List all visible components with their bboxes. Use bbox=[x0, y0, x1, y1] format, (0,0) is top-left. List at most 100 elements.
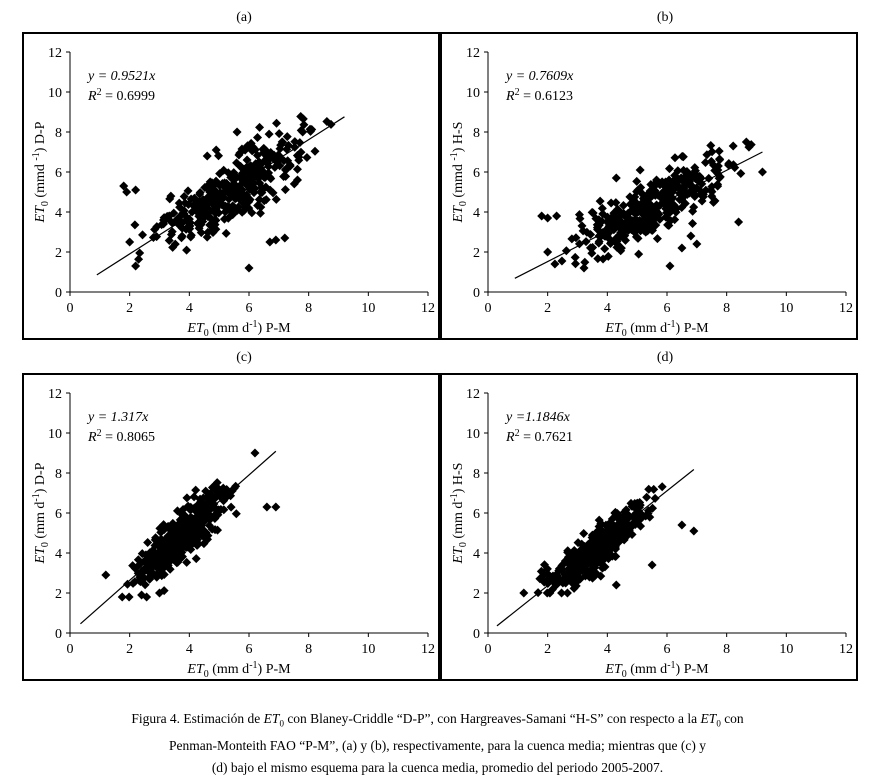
data-point bbox=[256, 187, 266, 197]
data-point bbox=[232, 127, 242, 137]
data-point bbox=[135, 248, 145, 258]
data-point bbox=[623, 225, 633, 235]
data-point bbox=[137, 566, 147, 576]
x-tick-label: 4 bbox=[186, 301, 193, 316]
data-point bbox=[207, 214, 217, 224]
data-point bbox=[182, 557, 192, 567]
x-tick-label: 0 bbox=[67, 642, 74, 657]
data-point bbox=[571, 233, 581, 243]
data-point bbox=[688, 219, 698, 229]
data-point bbox=[663, 220, 673, 230]
y-tick-label: 0 bbox=[473, 286, 480, 301]
data-point bbox=[663, 190, 673, 200]
data-point bbox=[554, 573, 564, 583]
data-point bbox=[598, 254, 608, 264]
data-point bbox=[165, 564, 175, 574]
data-point bbox=[168, 242, 178, 252]
data-point bbox=[138, 230, 148, 240]
data-point bbox=[290, 142, 300, 152]
data-point bbox=[664, 208, 674, 218]
data-point bbox=[680, 199, 690, 209]
data-point bbox=[139, 556, 149, 566]
regression-equation: y =1.1846x bbox=[504, 410, 571, 425]
data-point bbox=[124, 592, 134, 602]
data-point bbox=[657, 482, 667, 492]
data-point bbox=[221, 228, 231, 238]
data-point bbox=[594, 231, 604, 241]
data-point bbox=[577, 221, 587, 231]
data-point bbox=[557, 588, 567, 598]
data-point bbox=[146, 562, 156, 572]
data-point bbox=[264, 129, 274, 139]
y-tick-label: 8 bbox=[473, 126, 480, 141]
y-tick-label: 0 bbox=[473, 627, 480, 642]
data-point bbox=[609, 523, 619, 533]
data-point bbox=[202, 232, 212, 242]
data-point bbox=[620, 235, 630, 245]
data-point bbox=[143, 538, 153, 548]
data-point bbox=[571, 581, 581, 591]
x-tick-label: 12 bbox=[839, 301, 853, 316]
data-point bbox=[537, 211, 547, 221]
data-point bbox=[579, 263, 589, 273]
data-point bbox=[623, 208, 633, 218]
data-point bbox=[298, 114, 308, 124]
data-point bbox=[571, 553, 581, 563]
data-point bbox=[601, 542, 611, 552]
data-point bbox=[660, 182, 670, 192]
data-point bbox=[554, 564, 564, 574]
data-point bbox=[585, 567, 595, 577]
data-point bbox=[156, 569, 166, 579]
data-point bbox=[206, 494, 216, 504]
data-point bbox=[182, 245, 192, 255]
chart-panel-b: 0 2 4 6 8 10 12 0 2 4 6 8 10 12 ET0 (mm d-1) P-M ET0 (m… bbox=[440, 32, 858, 340]
data-point bbox=[232, 158, 242, 168]
data-point bbox=[728, 141, 738, 151]
data-point bbox=[231, 509, 241, 519]
data-point bbox=[627, 201, 637, 211]
data-point bbox=[634, 249, 644, 259]
data-point bbox=[578, 226, 588, 236]
x-tick-label: 8 bbox=[723, 301, 730, 316]
data-point bbox=[606, 198, 616, 208]
x-tick-label: 8 bbox=[305, 301, 312, 316]
data-point bbox=[563, 574, 573, 584]
data-point bbox=[214, 505, 224, 515]
data-point bbox=[197, 526, 207, 536]
data-point bbox=[219, 496, 229, 506]
data-point bbox=[307, 125, 317, 135]
data-point bbox=[587, 243, 597, 253]
data-point bbox=[571, 259, 581, 269]
data-point bbox=[689, 526, 699, 536]
data-point bbox=[192, 537, 202, 547]
data-point bbox=[180, 198, 190, 208]
data-point bbox=[600, 244, 610, 254]
data-point bbox=[648, 503, 658, 513]
data-point bbox=[234, 188, 244, 198]
data-point bbox=[627, 529, 637, 539]
data-point bbox=[182, 493, 192, 503]
y-tick-label: 10 bbox=[466, 427, 480, 442]
data-point bbox=[706, 156, 716, 166]
data-point bbox=[279, 172, 289, 182]
scatter-chart-a: 0 2 4 6 8 10 12 0 2 4 6 8 10 12 ET0 (mm d-1) P-M ET0 (m… bbox=[31, 46, 435, 339]
data-point bbox=[636, 217, 646, 227]
data-point bbox=[262, 158, 272, 168]
caption-line-1: Figura 4. Estimación de ET0 con Blaney-C… bbox=[131, 711, 744, 729]
data-point bbox=[224, 194, 234, 204]
data-point bbox=[228, 210, 238, 220]
data-point bbox=[134, 254, 144, 264]
data-point bbox=[201, 486, 211, 496]
data-point bbox=[664, 196, 674, 206]
data-point bbox=[155, 588, 164, 598]
data-point bbox=[677, 243, 687, 253]
data-point bbox=[186, 502, 196, 512]
data-point bbox=[186, 512, 196, 522]
data-point bbox=[588, 555, 598, 565]
scatter-chart-c: 0 2 4 6 8 10 12 0 2 4 6 8 10 12 ET0 (mm d-1) P-M ET0 (m… bbox=[31, 387, 435, 680]
data-point bbox=[279, 156, 289, 166]
data-point bbox=[702, 150, 712, 160]
data-point bbox=[642, 492, 652, 502]
data-point bbox=[657, 193, 667, 203]
data-point bbox=[207, 524, 217, 534]
